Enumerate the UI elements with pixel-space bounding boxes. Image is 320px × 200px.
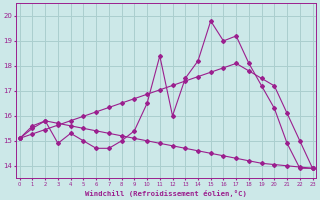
X-axis label: Windchill (Refroidissement éolien,°C): Windchill (Refroidissement éolien,°C) — [85, 190, 247, 197]
